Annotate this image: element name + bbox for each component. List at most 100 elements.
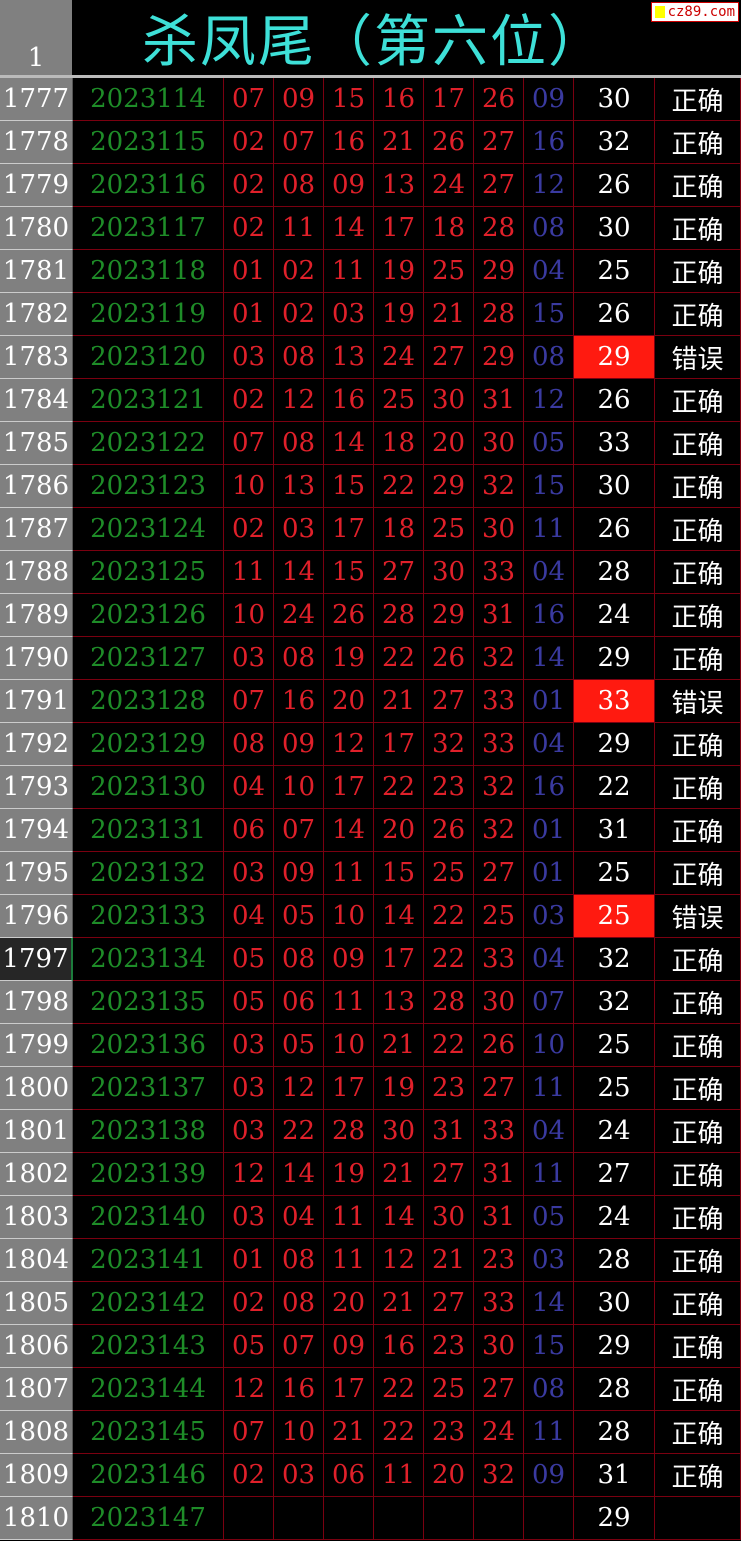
red-ball-cell[interactable]: 22 [424, 895, 474, 938]
period-cell[interactable]: 2023121 [73, 379, 224, 422]
red-ball-cell[interactable]: 08 [274, 164, 324, 207]
period-cell[interactable]: 2023114 [73, 78, 224, 121]
result-cell[interactable]: 正确 [655, 1239, 741, 1282]
red-ball-cell[interactable]: 17 [374, 723, 424, 766]
row-header[interactable]: 1808 [0, 1411, 73, 1454]
result-cell[interactable]: 正确 [655, 379, 741, 422]
red-ball-cell[interactable]: 33 [474, 1110, 524, 1153]
red-ball-cell[interactable]: 07 [224, 422, 274, 465]
period-cell[interactable]: 2023118 [73, 250, 224, 293]
blue-ball-cell[interactable]: 04 [524, 250, 574, 293]
red-ball-cell[interactable]: 22 [374, 1411, 424, 1454]
kill-value-cell[interactable]: 25 [574, 852, 655, 895]
row-header[interactable]: 1789 [0, 594, 73, 637]
red-ball-cell[interactable]: 02 [224, 1454, 274, 1497]
period-cell[interactable]: 2023117 [73, 207, 224, 250]
result-cell[interactable]: 正确 [655, 852, 741, 895]
result-cell[interactable]: 正确 [655, 465, 741, 508]
row-header[interactable]: 1802 [0, 1153, 73, 1196]
red-ball-cell[interactable]: 03 [324, 293, 374, 336]
red-ball-cell[interactable]: 24 [424, 164, 474, 207]
red-ball-cell[interactable]: 18 [374, 422, 424, 465]
kill-value-cell[interactable]: 33 [574, 422, 655, 465]
row-header[interactable]: 1782 [0, 293, 73, 336]
red-ball-cell[interactable]: 03 [224, 1196, 274, 1239]
row-header[interactable]: 1792 [0, 723, 73, 766]
result-cell[interactable]: 正确 [655, 1024, 741, 1067]
result-cell[interactable]: 正确 [655, 938, 741, 981]
red-ball-cell[interactable]: 03 [224, 1024, 274, 1067]
kill-value-cell[interactable]: 29 [574, 336, 655, 379]
row-header[interactable]: 1778 [0, 121, 73, 164]
red-ball-cell[interactable]: 28 [324, 1110, 374, 1153]
red-ball-cell[interactable]: 02 [274, 293, 324, 336]
red-ball-cell[interactable]: 09 [274, 78, 324, 121]
blue-ball-cell[interactable]: 07 [524, 981, 574, 1024]
red-ball-cell[interactable]: 05 [224, 1325, 274, 1368]
red-ball-cell[interactable]: 11 [224, 551, 274, 594]
red-ball-cell[interactable]: 16 [324, 379, 374, 422]
row-header[interactable]: 1783 [0, 336, 73, 379]
kill-value-cell[interactable]: 22 [574, 766, 655, 809]
blue-ball-cell[interactable]: 11 [524, 1067, 574, 1110]
row-header[interactable]: 1796 [0, 895, 73, 938]
period-cell[interactable]: 2023137 [73, 1067, 224, 1110]
kill-value-cell[interactable]: 30 [574, 78, 655, 121]
red-ball-cell[interactable]: 10 [274, 1411, 324, 1454]
red-ball-cell[interactable]: 29 [424, 594, 474, 637]
red-ball-cell[interactable]: 08 [274, 1282, 324, 1325]
kill-value-cell[interactable]: 26 [574, 379, 655, 422]
red-ball-cell[interactable]: 03 [224, 336, 274, 379]
red-ball-cell[interactable]: 21 [374, 121, 424, 164]
red-ball-cell[interactable]: 30 [424, 1196, 474, 1239]
red-ball-cell[interactable]: 12 [274, 1067, 324, 1110]
red-ball-cell[interactable]: 24 [274, 594, 324, 637]
red-ball-cell[interactable]: 07 [274, 809, 324, 852]
red-ball-cell[interactable]: 32 [474, 766, 524, 809]
blue-ball-cell[interactable]: 09 [524, 1454, 574, 1497]
red-ball-cell[interactable]: 24 [374, 336, 424, 379]
red-ball-cell[interactable]: 33 [474, 680, 524, 723]
red-ball-cell[interactable]: 09 [274, 852, 324, 895]
red-ball-cell[interactable]: 28 [474, 207, 524, 250]
red-ball-cell[interactable]: 08 [274, 637, 324, 680]
red-ball-cell[interactable] [224, 1497, 274, 1540]
blue-ball-cell[interactable]: 15 [524, 293, 574, 336]
blue-ball-cell[interactable]: 16 [524, 594, 574, 637]
red-ball-cell[interactable]: 19 [324, 637, 374, 680]
period-cell[interactable]: 2023139 [73, 1153, 224, 1196]
red-ball-cell[interactable] [324, 1497, 374, 1540]
red-ball-cell[interactable]: 25 [424, 852, 474, 895]
red-ball-cell[interactable]: 22 [374, 1368, 424, 1411]
result-cell[interactable]: 正确 [655, 637, 741, 680]
red-ball-cell[interactable]: 15 [324, 465, 374, 508]
result-cell[interactable]: 正确 [655, 422, 741, 465]
blue-ball-cell[interactable]: 08 [524, 336, 574, 379]
red-ball-cell[interactable]: 04 [274, 1196, 324, 1239]
red-ball-cell[interactable]: 17 [374, 207, 424, 250]
red-ball-cell[interactable]: 19 [374, 1067, 424, 1110]
red-ball-cell[interactable]: 27 [474, 1368, 524, 1411]
red-ball-cell[interactable]: 26 [474, 78, 524, 121]
red-ball-cell[interactable]: 31 [474, 379, 524, 422]
row-header[interactable]: 1793 [0, 766, 73, 809]
red-ball-cell[interactable]: 11 [324, 250, 374, 293]
kill-value-cell[interactable]: 29 [574, 1497, 655, 1540]
red-ball-cell[interactable]: 03 [224, 1067, 274, 1110]
red-ball-cell[interactable]: 29 [474, 336, 524, 379]
red-ball-cell[interactable]: 05 [274, 1024, 324, 1067]
period-cell[interactable]: 2023144 [73, 1368, 224, 1411]
red-ball-cell[interactable]: 31 [474, 1153, 524, 1196]
period-cell[interactable]: 2023123 [73, 465, 224, 508]
red-ball-cell[interactable]: 26 [424, 121, 474, 164]
red-ball-cell[interactable]: 20 [424, 422, 474, 465]
red-ball-cell[interactable]: 14 [324, 207, 374, 250]
red-ball-cell[interactable]: 23 [474, 1239, 524, 1282]
red-ball-cell[interactable]: 02 [224, 121, 274, 164]
red-ball-cell[interactable]: 13 [374, 981, 424, 1024]
red-ball-cell[interactable]: 09 [274, 723, 324, 766]
red-ball-cell[interactable]: 26 [474, 1024, 524, 1067]
result-cell[interactable]: 错误 [655, 680, 741, 723]
red-ball-cell[interactable]: 28 [374, 594, 424, 637]
kill-value-cell[interactable]: 25 [574, 1024, 655, 1067]
